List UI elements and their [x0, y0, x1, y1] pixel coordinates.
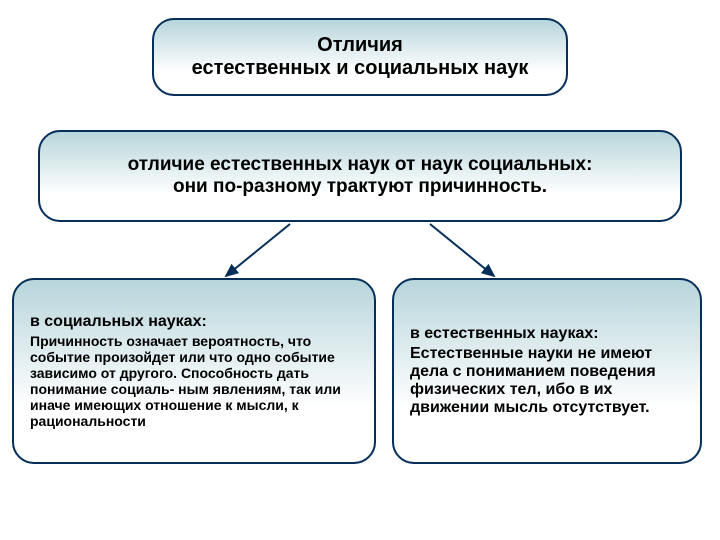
- middle-box: отличие естественных наук от наук социал…: [38, 130, 682, 222]
- middle-line2: они по-разному трактуют причинность.: [56, 176, 664, 198]
- left-body: Причинность означает вероятность, что со…: [30, 333, 358, 429]
- left-box: в социальных науках: Причинность означае…: [12, 278, 376, 464]
- middle-line1: отличие естественных наук от наук социал…: [56, 154, 664, 176]
- title-line1: Отличия: [170, 34, 550, 57]
- right-box: в естественных науках: Естественные наук…: [392, 278, 702, 464]
- title-line2: естественных и социальных наук: [170, 57, 550, 80]
- left-lead: в социальных науках:: [30, 313, 358, 331]
- right-lead: в естественных науках:: [410, 325, 684, 343]
- right-body: Естественные науки не имеют дела с поним…: [410, 345, 684, 417]
- title-box: Отличия естественных и социальных наук: [152, 18, 568, 96]
